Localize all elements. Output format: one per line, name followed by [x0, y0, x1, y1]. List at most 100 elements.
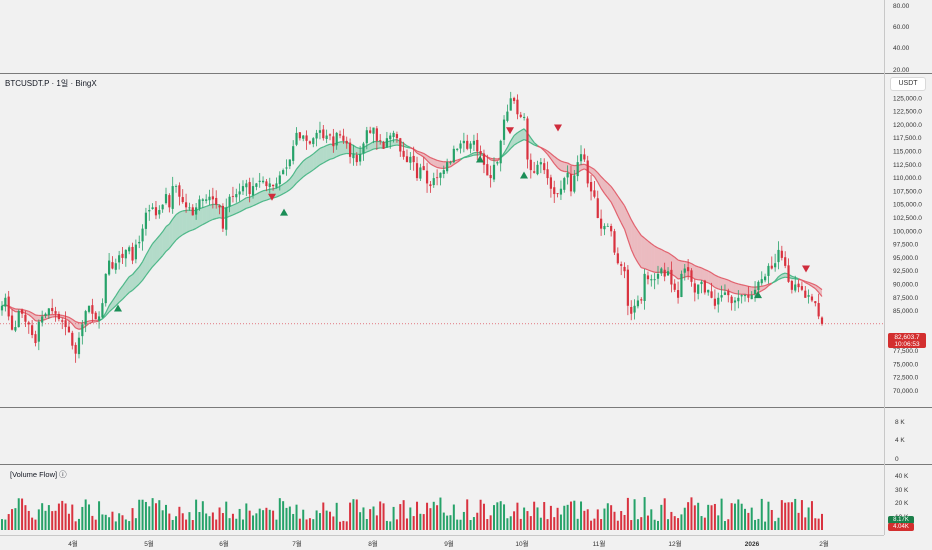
slow-band-line: [65, 315, 70, 318]
slow-band-line: [168, 243, 174, 249]
volume-bar: [667, 519, 670, 530]
volume-bar: [663, 498, 666, 530]
candle-body: [516, 99, 519, 115]
candle-body: [650, 279, 653, 281]
fast-band-line: [550, 158, 555, 164]
volume-bar: [88, 504, 91, 530]
volume-bar: [452, 504, 455, 530]
candle-body: [556, 193, 559, 195]
candle-body: [506, 111, 509, 121]
fast-band-line: [390, 139, 394, 142]
oscillator-tick-label: 4 K: [895, 437, 905, 444]
slow-band-line: [463, 156, 468, 159]
volume-bar: [158, 500, 161, 530]
volume-bar: [546, 519, 549, 530]
candle-body: [342, 135, 345, 141]
fast-band-line: [302, 157, 307, 162]
currency-selector[interactable]: USDT: [890, 77, 926, 91]
symbol-title[interactable]: BTCUSDT.P · 1일 · BingX: [5, 79, 97, 88]
fast-band-line: [236, 201, 240, 205]
candle-body: [231, 196, 235, 197]
slow-band-line: [182, 232, 187, 236]
slow-band-line: [774, 279, 779, 283]
volume-bar: [569, 501, 572, 530]
candle-body: [365, 130, 368, 144]
trend-band-segment: [132, 270, 136, 291]
candle-body: [114, 263, 117, 270]
volume-bar: [516, 502, 519, 530]
volume-bar: [727, 519, 730, 530]
candle-body: [158, 210, 161, 215]
candle-body: [526, 118, 529, 160]
volume-bar: [449, 515, 452, 530]
slow-band-line: [75, 321, 80, 324]
slow-band-line: [242, 207, 247, 211]
volume-bar: [730, 503, 733, 530]
fast-band-line: [312, 150, 317, 155]
candle-body: [820, 317, 824, 324]
volume-bar: [469, 520, 472, 530]
price-axis-tick-label: 105,000.0: [893, 202, 922, 209]
volume-bar: [422, 514, 425, 530]
fast-band-line: [242, 197, 247, 201]
candle-body: [328, 134, 332, 136]
fast-band-line: [205, 204, 210, 208]
volume-bar: [7, 514, 10, 530]
trend-band-segment: [343, 141, 347, 155]
candle-body: [489, 175, 492, 179]
price-axis-tick-label: 87,500.0: [893, 295, 919, 302]
candle-body: [784, 257, 787, 266]
volume-bar: [657, 520, 659, 530]
volume-bar: [375, 515, 378, 530]
time-axis-tick-label: 8월: [368, 539, 378, 548]
volume-bar: [680, 514, 683, 530]
trend-band-segment: [316, 148, 320, 168]
volume-bar: [161, 510, 164, 530]
fast-band-line: [45, 317, 50, 321]
fast-band-line: [510, 135, 515, 142]
candle-body: [178, 185, 181, 197]
time-axis-tick-label: 9월: [444, 539, 454, 548]
fast-band-line: [634, 256, 639, 263]
slow-band-line: [506, 148, 512, 153]
candle-body: [496, 162, 499, 164]
trend-band-segment: [283, 182, 287, 194]
fast-band-line: [31, 317, 36, 322]
trend-band-segment: [242, 197, 247, 211]
slow-band-line: [132, 286, 137, 291]
fast-band-line: [175, 211, 180, 216]
time-axis-tick-label: 2월: [819, 539, 829, 548]
volume-flow-indicator-title[interactable]: [Volume Flow] ⓘ: [10, 470, 67, 479]
volume-bar: [302, 509, 305, 530]
trend-band-segment: [393, 139, 397, 146]
candle-body: [168, 195, 171, 208]
fast-band-line: [279, 183, 284, 187]
trend-band-segment: [239, 199, 243, 212]
slow-band-line: [795, 278, 799, 280]
candle-body: [727, 291, 730, 296]
fast-band-line: [326, 143, 331, 147]
slow-band-line: [436, 159, 441, 162]
slow-band-line: [336, 154, 341, 158]
candle-body: [184, 202, 188, 208]
volume-bar: [643, 497, 646, 530]
slow-band-line: [28, 310, 33, 314]
candle-body: [452, 148, 455, 163]
candle-body: [221, 205, 224, 229]
slow-band-line: [420, 151, 424, 154]
candle-body: [764, 276, 767, 281]
fast-band-line: [259, 190, 264, 193]
trend-band-segment: [319, 146, 324, 165]
volume-tick-label: 40 K: [895, 473, 909, 480]
candle-body: [335, 132, 338, 146]
volume-bar: [175, 516, 178, 530]
candle-body: [569, 173, 573, 192]
volume-bar: [138, 499, 141, 530]
volume-bar: [687, 502, 690, 530]
candle-body: [800, 286, 804, 290]
fast-band-line: [353, 144, 358, 149]
candle-body: [633, 305, 636, 313]
candle-body: [131, 246, 134, 261]
time-axis-tick-label: 7월: [292, 539, 302, 548]
